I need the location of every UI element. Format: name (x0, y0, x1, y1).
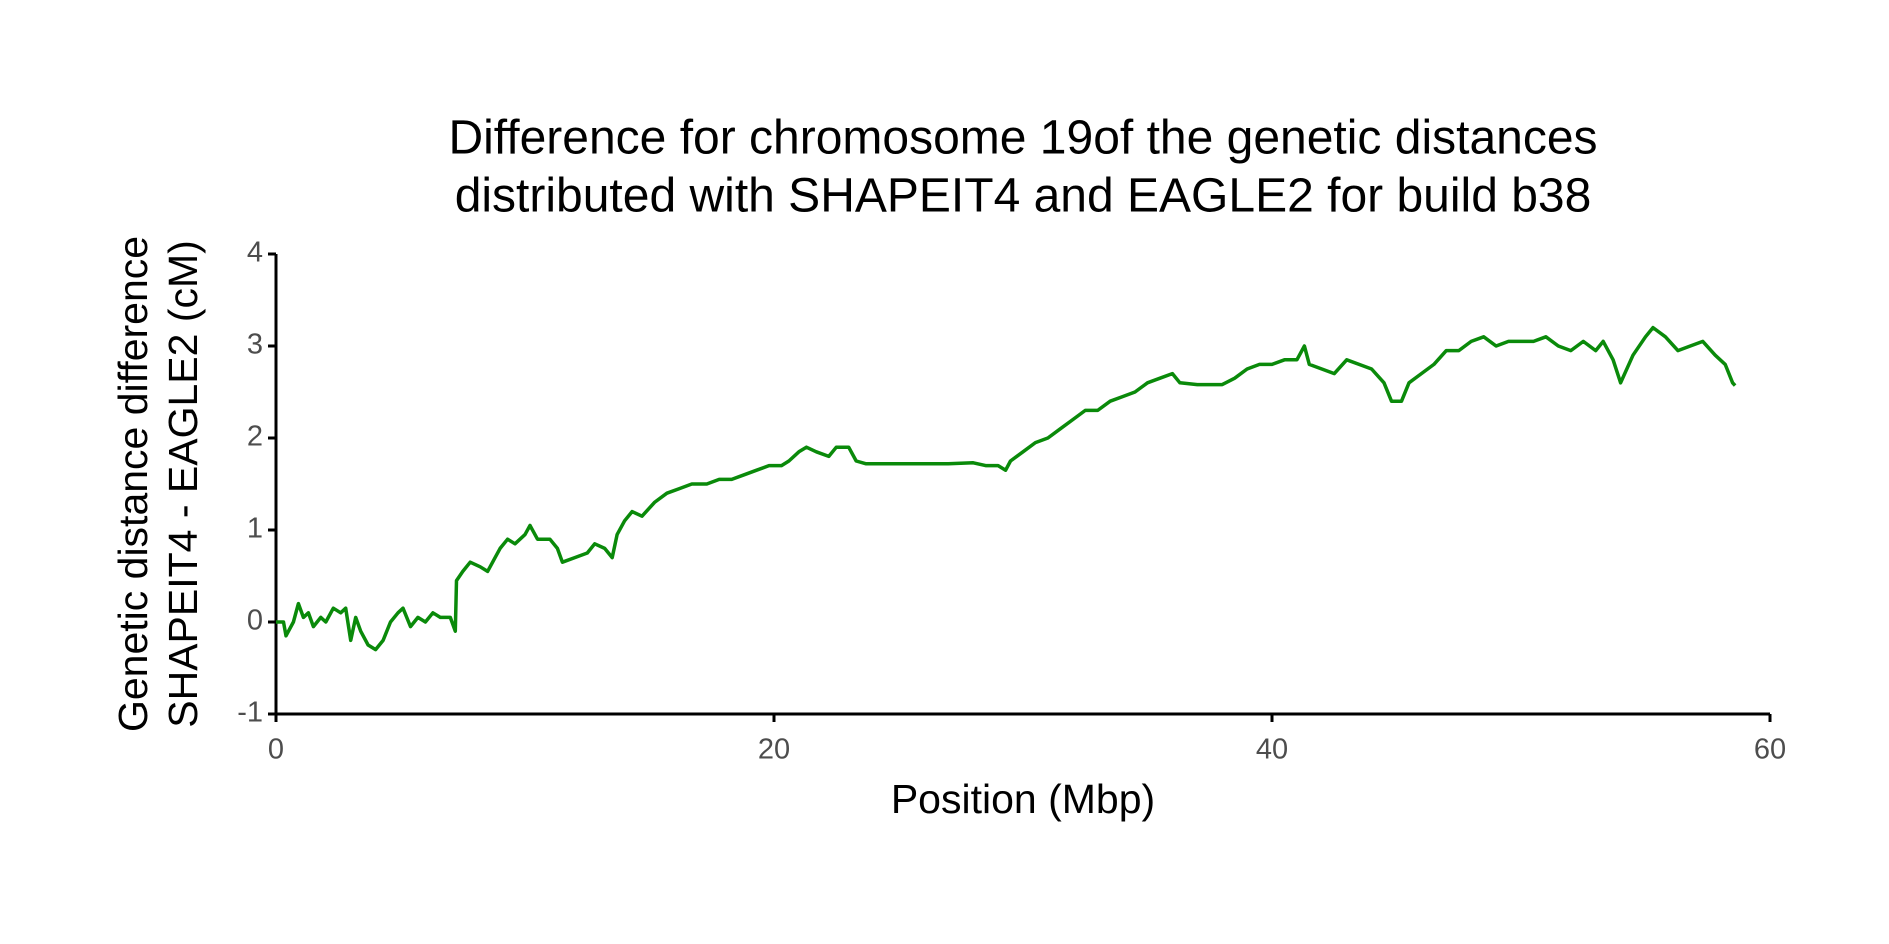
chart-title: Difference for chromosome 19of the genet… (448, 112, 1597, 165)
x-tick-label: 0 (268, 734, 284, 766)
y-tick-label: 1 (247, 513, 263, 545)
y-tick-label: 2 (247, 421, 263, 453)
x-tick-label: 40 (1256, 734, 1288, 766)
x-tick-label: 60 (1754, 734, 1786, 766)
data-line (276, 325, 1737, 652)
x-tick-label: 20 (758, 734, 790, 766)
y-tick-label: 4 (247, 237, 263, 269)
y-tick-label: -1 (237, 697, 263, 729)
y-axis-title: SHAPEIT4 - EAGLE2 (cM) (160, 240, 206, 728)
y-tick-label: 3 (247, 329, 263, 361)
y-axis-title: Genetic distance difference (110, 236, 156, 732)
chart-title: distributed with SHAPEIT4 and EAGLE2 for… (455, 170, 1592, 223)
y-tick-label: 0 (247, 605, 263, 637)
x-axis-title: Position (Mbp) (891, 776, 1155, 822)
